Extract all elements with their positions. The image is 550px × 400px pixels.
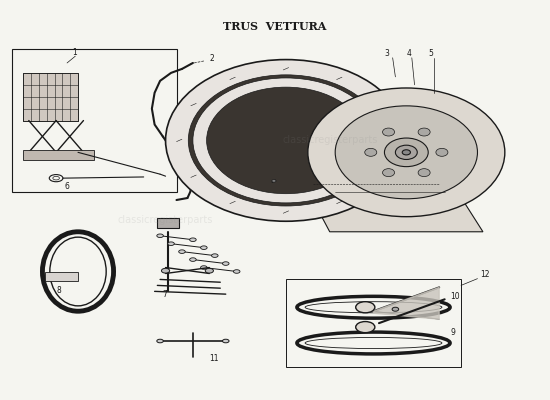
Text: 5: 5 [428,49,433,58]
Text: 12: 12 [480,270,490,280]
Ellipse shape [168,242,174,246]
Ellipse shape [166,60,406,221]
Ellipse shape [179,250,185,254]
Ellipse shape [190,258,196,261]
Ellipse shape [395,145,417,160]
Ellipse shape [205,268,213,273]
Text: 7: 7 [163,290,168,299]
Text: 10: 10 [450,292,460,301]
Ellipse shape [212,254,218,257]
Ellipse shape [162,268,169,273]
Text: 8: 8 [56,286,61,295]
Ellipse shape [157,234,163,238]
Ellipse shape [418,169,430,177]
Bar [23,150,95,160]
Text: 3: 3 [384,49,389,58]
Ellipse shape [190,238,196,242]
Ellipse shape [201,266,207,269]
Ellipse shape [188,75,383,206]
Bar [45,272,78,282]
Ellipse shape [50,237,107,306]
Ellipse shape [233,270,240,273]
Ellipse shape [383,169,394,177]
Text: TRUS  VETTURA: TRUS VETTURA [223,21,327,32]
Ellipse shape [402,150,410,155]
Ellipse shape [335,106,477,199]
Ellipse shape [272,180,276,182]
Ellipse shape [222,339,229,343]
Ellipse shape [193,78,379,203]
Text: 11: 11 [210,354,219,363]
Ellipse shape [383,128,394,136]
Ellipse shape [392,307,399,311]
Ellipse shape [157,339,163,343]
Ellipse shape [384,138,428,167]
Text: 6: 6 [64,182,69,191]
Polygon shape [373,287,439,319]
Ellipse shape [201,246,207,250]
Bar [12,49,177,192]
Text: classicregisterparts: classicregisterparts [118,215,213,225]
Polygon shape [302,180,483,232]
Ellipse shape [207,87,365,194]
Ellipse shape [304,337,443,349]
Ellipse shape [418,128,430,136]
Ellipse shape [308,88,505,217]
Text: 1: 1 [73,48,78,57]
Bar [286,280,461,367]
Bar [157,218,179,228]
Ellipse shape [365,148,377,156]
Ellipse shape [304,301,443,313]
Ellipse shape [356,322,375,333]
Ellipse shape [436,148,448,156]
Ellipse shape [222,262,229,265]
Text: 4: 4 [406,49,411,58]
Text: 9: 9 [450,328,455,337]
Ellipse shape [356,302,375,313]
Bar [23,73,78,120]
Text: 2: 2 [210,54,214,64]
Text: classicregisterparts: classicregisterparts [282,136,377,146]
